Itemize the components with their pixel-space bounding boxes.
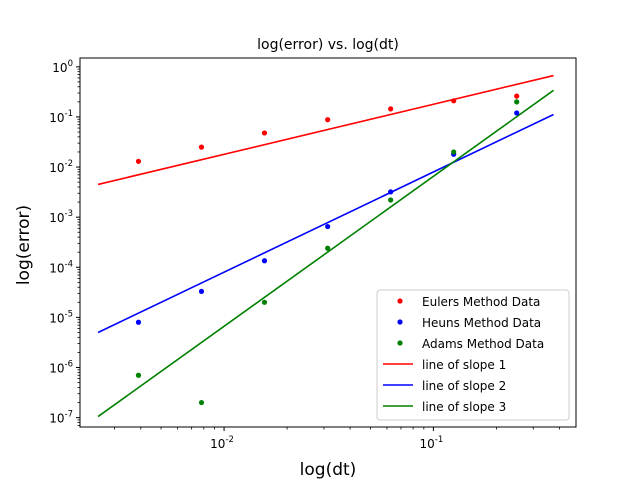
data-point-series-1-4	[325, 117, 331, 123]
data-point-series-2-5	[388, 189, 394, 195]
legend-label-3: Adams Method Data	[422, 337, 544, 351]
x-axis-label: log(dt)	[300, 460, 357, 480]
data-point-series-1-5	[388, 106, 394, 112]
data-point-series-1-6	[451, 98, 457, 104]
chart-title: log(error) vs. log(dt)	[257, 37, 399, 53]
legend-label-2: Heuns Method Data	[422, 316, 541, 330]
data-point-series-3-1	[135, 372, 142, 378]
legend-label-4: line of slope 1	[422, 358, 506, 372]
axes-frame	[79, 57, 577, 428]
x-tick-label-2: 10-1	[420, 435, 444, 451]
data-point-series-1-1	[135, 158, 142, 164]
y-tick-label-5: 10-3	[49, 209, 73, 225]
data-point-series-3-5	[388, 197, 394, 203]
data-point-series-2-3	[261, 258, 268, 264]
y-tick-label-2: 10-6	[49, 360, 73, 376]
y-tick-label-6: 10-2	[49, 159, 73, 175]
y-tick-label-4: 10-4	[49, 259, 73, 275]
data-point-series-2-1	[135, 319, 142, 325]
data-point-series-3-6	[451, 149, 457, 155]
series-line-1	[97, 74, 554, 186]
legend-marker-2	[397, 319, 403, 325]
plot-area	[97, 74, 555, 418]
data-point-series-3-7	[514, 99, 520, 105]
data-point-series-1-2	[198, 144, 205, 150]
data-point-series-3-3	[261, 299, 268, 305]
legend-label-1: Eulers Method Data	[422, 295, 540, 309]
data-point-series-2-2	[198, 288, 205, 295]
legend-label-5: line of slope 2	[422, 379, 506, 393]
data-point-series-1-3	[261, 130, 268, 136]
legend-label-6: line of slope 3	[422, 400, 506, 414]
axis-ticks: 10-2 10-1 10-7 10-6 10-5 10-4 10-3 10-2 10-1 100	[49, 59, 560, 451]
x-tick-label-1: 10-2	[210, 435, 234, 451]
legend-box	[376, 289, 570, 421]
data-point-series-2-7	[514, 110, 520, 116]
data-point-series-2-4	[325, 223, 331, 230]
series-line-3	[97, 89, 555, 418]
data-point-series-1-7	[514, 93, 520, 99]
legend-marker-3	[397, 340, 403, 346]
y-tick-label-1: 10-7	[49, 410, 73, 426]
y-axis-label: log(error)	[14, 205, 34, 285]
y-tick-label-3: 10-5	[49, 309, 73, 325]
data-point-series-3-4	[325, 245, 331, 251]
y-tick-label-7: 10-1	[49, 109, 73, 125]
y-tick-label-8: 100	[52, 59, 73, 75]
data-point-series-3-2	[198, 399, 205, 406]
legend-marker-1	[397, 298, 403, 304]
series-line-2	[97, 113, 554, 334]
legend: Eulers Method Data Heuns Method Data Adams…	[376, 289, 570, 421]
